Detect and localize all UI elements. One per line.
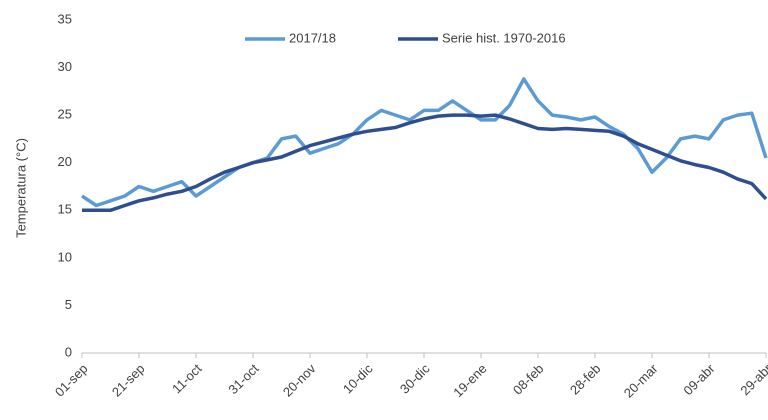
x-tick-label: 08-feb [510,361,547,398]
x-tick-label: 20-mar [621,360,661,400]
y-tick-label: 20 [58,154,72,169]
x-tick-label: 29-abr [737,360,768,398]
y-tick-label: 30 [58,59,72,74]
y-axis-label: Temperatura (°C) [13,138,28,238]
x-tick-label: 01-sep [52,361,91,400]
x-tick-label: 21-sep [109,361,148,400]
x-tick-label: 09-abr [680,360,718,398]
series-line [82,113,768,213]
x-tick-label: 20-nov [280,361,319,400]
y-tick-label: 10 [58,249,72,264]
y-tick-label: 25 [58,107,72,122]
x-tick-label: 28-feb [567,361,604,398]
x-tick-label: 10-dic [340,361,376,397]
legend-label: Serie hist. 1970-2016 [442,30,566,45]
x-tick-label: 31-oct [225,361,261,397]
legend-label: 2017/18 [289,30,336,45]
y-tick-label: 15 [58,202,72,217]
x-tick-label: 11-oct [169,361,205,397]
y-tick-label: 5 [65,297,72,312]
series-line [81,77,768,208]
x-tick-label: 19-ene [450,361,489,400]
x-tick-label: 30-dic [397,361,433,397]
y-tick-label: 35 [58,11,72,26]
y-tick-label: 0 [65,344,72,359]
